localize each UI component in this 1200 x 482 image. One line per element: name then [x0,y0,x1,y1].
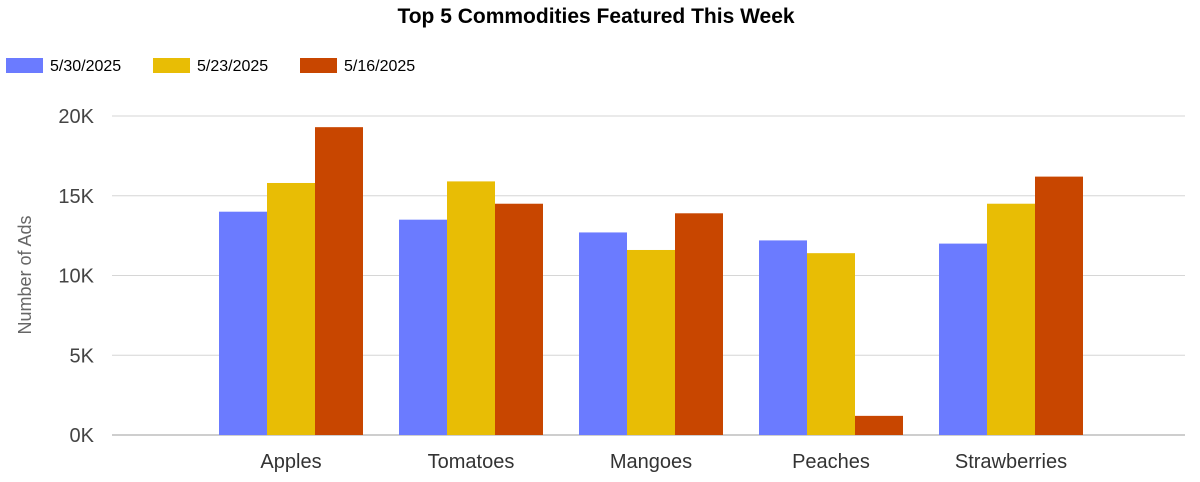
x-tick-label: Mangoes [610,451,692,473]
bar [627,249,675,435]
bar [807,253,855,435]
legend: 5/30/2025 5/23/2025 5/16/2025 [6,58,415,75]
bar [855,415,903,435]
legend-swatch [153,58,190,73]
chart-title: Top 5 Commodities Featured This Week [397,5,794,28]
bar [579,232,627,435]
y-tick-label: 15K [58,186,94,208]
y-axis-label: Number of Ads [15,215,35,334]
y-axis-ticks: 0K 5K 10K 15K 20K [58,106,94,447]
y-tick-label: 5K [70,345,95,367]
bar [399,219,447,435]
legend-swatch [300,58,337,73]
bars [219,127,1083,436]
legend-swatch [6,58,43,73]
bar [939,243,987,435]
legend-label: 5/30/2025 [50,58,121,75]
bar [987,203,1035,435]
legend-label: 5/16/2025 [344,58,415,75]
bar [759,240,807,435]
x-tick-label: Tomatoes [428,451,515,473]
bar [1035,176,1083,436]
bar [219,211,267,435]
bar [267,182,315,435]
bar [447,181,495,435]
bar [675,213,723,435]
y-tick-label: 10K [58,266,94,288]
bar [315,127,363,435]
x-axis-ticks: Apples Tomatoes Mangoes Peaches Strawberries [260,451,1067,473]
x-tick-label: Peaches [792,451,870,473]
legend-label: 5/23/2025 [197,58,268,75]
y-tick-label: 0K [70,425,95,447]
x-tick-label: Strawberries [955,451,1067,473]
y-tick-label: 20K [58,106,94,128]
x-tick-label: Apples [260,451,321,473]
bar [495,203,543,435]
